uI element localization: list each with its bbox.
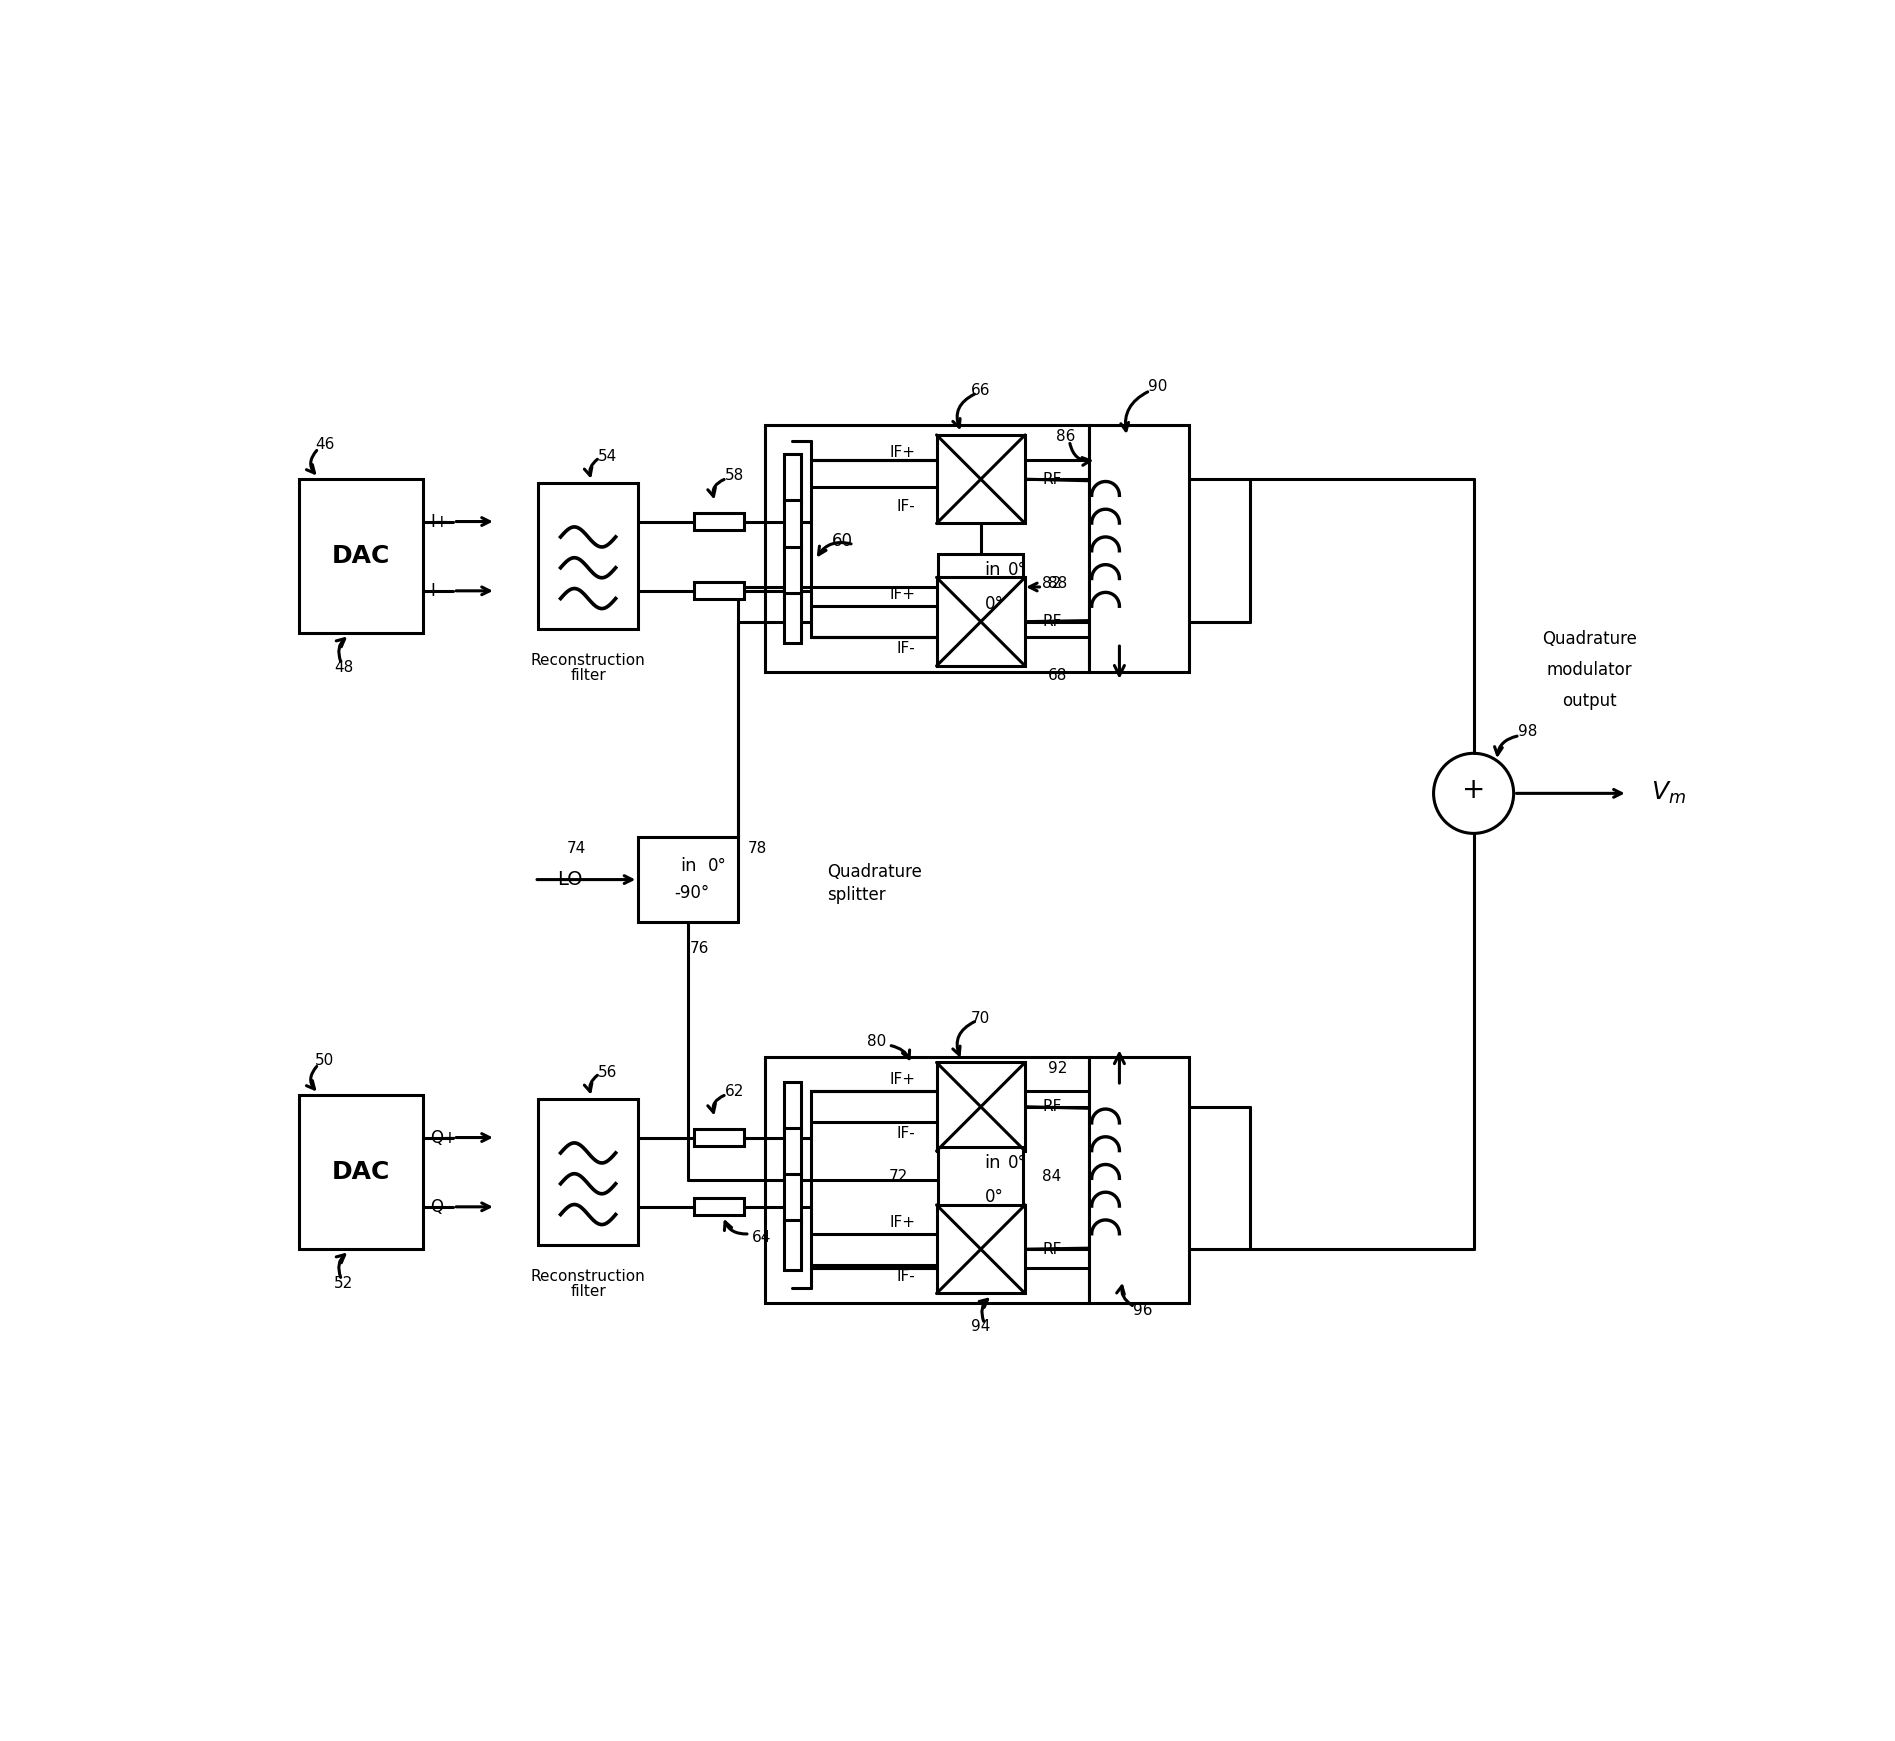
Bar (785, 547, 800, 597)
Text: Reconstruction: Reconstruction (531, 653, 646, 667)
Text: output: output (1561, 691, 1616, 710)
Text: filter: filter (570, 669, 606, 682)
Bar (811, 460, 1088, 637)
Text: RF: RF (1042, 472, 1061, 487)
Text: 76: 76 (690, 942, 709, 956)
Text: 86: 86 (1056, 430, 1074, 444)
Text: 78: 78 (749, 841, 767, 857)
Text: 74: 74 (567, 841, 586, 857)
Text: 68: 68 (1048, 669, 1067, 682)
Text: 98: 98 (1518, 724, 1537, 740)
Text: 94: 94 (970, 1318, 991, 1334)
Text: 80: 80 (868, 1034, 887, 1048)
Bar (785, 1128, 800, 1179)
Text: 62: 62 (724, 1085, 745, 1099)
Text: IF+: IF+ (889, 587, 915, 602)
Text: I-: I- (430, 581, 442, 601)
Bar (938, 1147, 1023, 1213)
Text: RF: RF (1042, 1099, 1061, 1114)
Bar (785, 454, 800, 505)
Text: Q-: Q- (430, 1198, 449, 1215)
Text: IF-: IF- (896, 641, 915, 656)
Text: 64: 64 (752, 1231, 771, 1245)
Text: filter: filter (570, 1285, 606, 1299)
Text: -90°: -90° (675, 884, 711, 902)
Bar (694, 1198, 745, 1215)
Text: 88: 88 (1048, 576, 1067, 590)
Text: in: in (985, 1154, 1001, 1172)
Text: 90: 90 (1148, 380, 1167, 393)
Bar (639, 837, 739, 923)
Text: I+: I+ (430, 512, 449, 531)
Text: 66: 66 (970, 383, 991, 399)
Text: 0°: 0° (707, 857, 726, 874)
Bar (785, 1081, 800, 1132)
Text: Quadrature: Quadrature (1543, 630, 1637, 648)
Text: 82: 82 (1042, 576, 1061, 590)
Text: IF-: IF- (896, 498, 915, 514)
Text: Reconstruction: Reconstruction (531, 1269, 646, 1283)
Text: 92: 92 (1048, 1060, 1067, 1076)
Text: 0°: 0° (985, 595, 1004, 613)
Text: 60: 60 (832, 531, 853, 550)
Text: 70: 70 (970, 1012, 991, 1025)
Text: LO: LO (557, 870, 584, 890)
Bar (938, 554, 1023, 620)
Bar (766, 425, 1088, 672)
Text: 52: 52 (334, 1276, 352, 1292)
Bar (1088, 1057, 1188, 1302)
Bar (811, 1092, 1088, 1269)
Text: modulator: modulator (1546, 662, 1632, 679)
Bar (538, 1099, 639, 1245)
Text: IF+: IF+ (889, 444, 915, 460)
Text: +: + (1461, 775, 1486, 804)
Text: RF: RF (1042, 615, 1061, 629)
Text: IF+: IF+ (889, 1072, 915, 1088)
Bar (1088, 425, 1188, 672)
Text: 46: 46 (315, 437, 334, 453)
Bar (538, 482, 639, 629)
Text: 58: 58 (724, 468, 745, 482)
Text: in: in (680, 857, 697, 874)
Bar (785, 592, 800, 642)
Text: 84: 84 (1042, 1168, 1061, 1184)
Bar (936, 1062, 1025, 1151)
Bar (694, 1130, 745, 1146)
Text: splitter: splitter (826, 886, 885, 904)
Text: IF-: IF- (896, 1126, 915, 1140)
Text: 48: 48 (334, 660, 352, 676)
Text: 50: 50 (315, 1053, 334, 1067)
Text: IF+: IF+ (889, 1215, 915, 1229)
Bar (785, 1220, 800, 1271)
Bar (694, 583, 745, 599)
Bar (299, 1095, 423, 1250)
Bar (936, 435, 1025, 524)
Text: $V_m$: $V_m$ (1651, 780, 1687, 806)
Text: IF-: IF- (896, 1269, 915, 1283)
Text: 0°: 0° (1008, 561, 1027, 580)
Bar (785, 500, 800, 550)
Text: 56: 56 (597, 1064, 618, 1079)
Text: 54: 54 (597, 449, 618, 463)
Text: RF: RF (1042, 1241, 1061, 1257)
Text: Quadrature: Quadrature (826, 864, 921, 881)
Text: DAC: DAC (332, 545, 390, 568)
Text: 96: 96 (1133, 1304, 1152, 1318)
Text: 0°: 0° (985, 1187, 1004, 1207)
Bar (299, 479, 423, 634)
Text: Q+: Q+ (430, 1128, 457, 1147)
Bar (694, 514, 745, 529)
Bar (936, 1205, 1025, 1294)
Text: DAC: DAC (332, 1160, 390, 1184)
Bar (936, 578, 1025, 665)
Text: 0°: 0° (1008, 1154, 1027, 1172)
Bar (785, 1173, 800, 1224)
Text: in: in (985, 561, 1001, 580)
Bar (766, 1057, 1088, 1302)
Text: 72: 72 (889, 1168, 908, 1184)
